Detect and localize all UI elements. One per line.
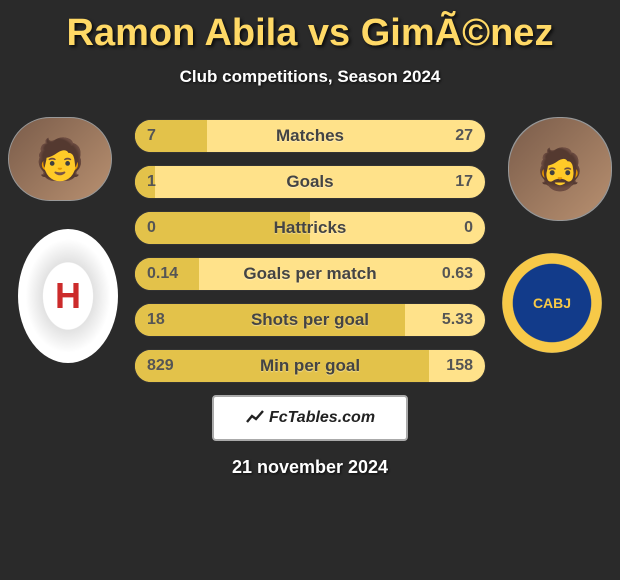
player-photo-left: 🧑	[8, 117, 112, 201]
stat-label: Min per goal	[135, 356, 485, 376]
stat-label: Shots per goal	[135, 310, 485, 330]
page-subtitle: Club competitions, Season 2024	[0, 67, 620, 87]
content-area: 🧑 🧔 H CABJ 7Matches271Goals170Hattricks0…	[0, 117, 620, 478]
brand-text: FcTables.com	[269, 409, 375, 427]
footer-date: 21 november 2024	[0, 457, 620, 478]
stat-value-right: 158	[446, 357, 473, 375]
avatar: 🧔	[509, 118, 611, 220]
stat-label: Matches	[135, 126, 485, 146]
stat-label: Goals per match	[135, 264, 485, 284]
stat-value-right: 5.33	[442, 311, 473, 329]
club-initial-left: H	[55, 275, 81, 317]
stat-value-right: 0.63	[442, 265, 473, 283]
page-title: Ramon Abila vs GimÃ©nez	[0, 12, 620, 55]
stat-row: 0Hattricks0	[134, 211, 486, 245]
shield-icon: H	[18, 229, 118, 363]
club-logo-left: H	[18, 229, 118, 363]
stat-label: Goals	[135, 172, 485, 192]
shield-icon: CABJ	[502, 253, 602, 353]
club-logo-right: CABJ	[502, 253, 602, 353]
stat-label: Hattricks	[135, 218, 485, 238]
stat-row: 18Shots per goal5.33	[134, 303, 486, 337]
stat-row: 0.14Goals per match0.63	[134, 257, 486, 291]
stat-row: 1Goals17	[134, 165, 486, 199]
stat-value-right: 17	[455, 173, 473, 191]
stat-row: 7Matches27	[134, 119, 486, 153]
stat-value-right: 27	[455, 127, 473, 145]
chart-icon	[245, 408, 265, 428]
brand-badge: FcTables.com	[212, 395, 408, 441]
stats-bars: 7Matches27 1Goals17 0Hattricks0 0.14Goals p…	[134, 117, 486, 383]
stat-row: 829Min per goal158	[134, 349, 486, 383]
avatar: 🧑	[9, 118, 111, 200]
comparison-card: Ramon Abila vs GimÃ©nez Club competition…	[0, 0, 620, 488]
player-photo-right: 🧔	[508, 117, 612, 221]
club-initial-right: CABJ	[533, 295, 571, 311]
stat-value-right: 0	[464, 219, 473, 237]
